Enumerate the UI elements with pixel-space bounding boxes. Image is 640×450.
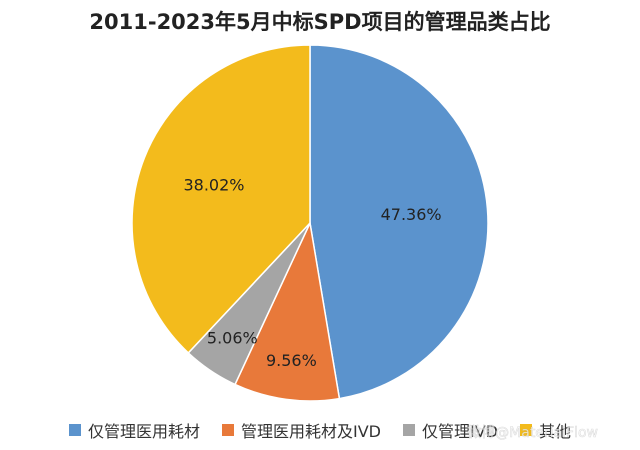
- watermark: 微博@MaterialFlow: [467, 424, 598, 441]
- pie-slice-3: [131, 44, 311, 354]
- legend-swatch-2: [403, 424, 415, 436]
- slice-data-label-0: 47.36%: [381, 205, 442, 224]
- legend-swatch-0: [68, 424, 81, 436]
- pie-slice-0: [309, 44, 489, 400]
- legend: 仅管理医用耗材 管理医用耗材及IVD 仅管理IVD 其他: [0, 417, 640, 443]
- slice-data-label-3: 38.02%: [183, 176, 244, 195]
- legend-item-1: 管理医用耗材及IVD: [222, 418, 381, 442]
- legend-label-3: 其他: [539, 422, 572, 441]
- legend-label-2: 仅管理IVD: [422, 422, 498, 441]
- slice-data-label-1: 9.56%: [266, 351, 317, 370]
- legend-item-3: 其他: [520, 418, 571, 442]
- legend-item-2: 仅管理IVD: [403, 418, 498, 442]
- slice-data-label-2: 5.06%: [207, 329, 258, 348]
- legend-item-0: 仅管理医用耗材: [68, 418, 200, 442]
- legend-label-0: 仅管理医用耗材: [87, 422, 200, 441]
- legend-label-1: 管理医用耗材及IVD: [241, 422, 381, 441]
- pie-slice-1: [234, 220, 341, 402]
- legend-swatch-3: [520, 424, 532, 436]
- chart-title: 2011-2023年5月中标SPD项目的管理品类占比: [89, 10, 551, 34]
- legend-swatch-1: [222, 424, 234, 436]
